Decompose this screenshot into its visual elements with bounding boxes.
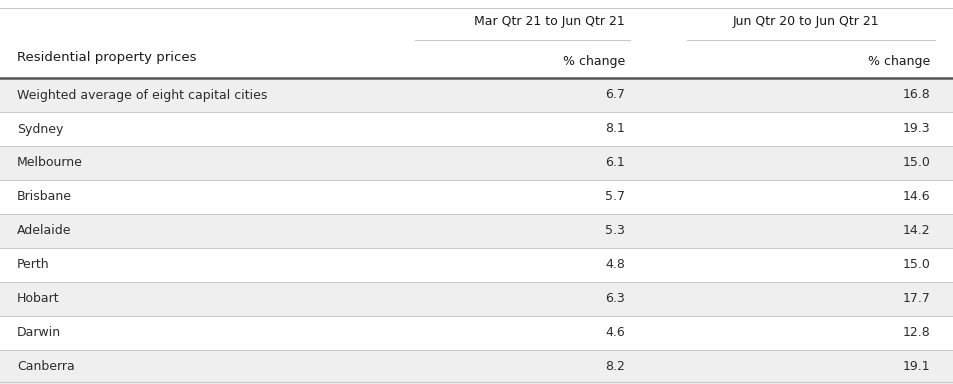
Bar <box>0 180 953 214</box>
Bar <box>0 146 953 180</box>
Text: Sydney: Sydney <box>17 122 64 136</box>
Text: Brisbane: Brisbane <box>17 190 72 204</box>
Bar <box>0 0 953 78</box>
Bar <box>0 350 953 384</box>
Text: Canberra: Canberra <box>17 361 75 374</box>
Text: 14.2: 14.2 <box>902 225 929 237</box>
Text: Melbourne: Melbourne <box>17 157 83 169</box>
Bar <box>0 316 953 350</box>
Text: Jun Qtr 20 to Jun Qtr 21: Jun Qtr 20 to Jun Qtr 21 <box>732 15 879 28</box>
Text: 19.3: 19.3 <box>902 122 929 136</box>
Text: Hobart: Hobart <box>17 293 60 306</box>
Text: 4.6: 4.6 <box>604 326 624 339</box>
Text: 6.3: 6.3 <box>604 293 624 306</box>
Text: 8.2: 8.2 <box>604 361 624 374</box>
Bar <box>0 78 953 112</box>
Text: 12.8: 12.8 <box>902 326 929 339</box>
Text: 4.8: 4.8 <box>604 258 624 271</box>
Text: 15.0: 15.0 <box>902 258 929 271</box>
Text: 8.1: 8.1 <box>604 122 624 136</box>
Text: 6.7: 6.7 <box>604 88 624 101</box>
Text: Perth: Perth <box>17 258 50 271</box>
Text: 15.0: 15.0 <box>902 157 929 169</box>
Text: Residential property prices: Residential property prices <box>17 51 196 65</box>
Text: % change: % change <box>867 56 929 68</box>
Text: 6.1: 6.1 <box>604 157 624 169</box>
Text: 5.7: 5.7 <box>604 190 624 204</box>
Text: 19.1: 19.1 <box>902 361 929 374</box>
Text: 16.8: 16.8 <box>902 88 929 101</box>
Text: % change: % change <box>562 56 624 68</box>
Bar <box>0 282 953 316</box>
Text: Mar Qtr 21 to Jun Qtr 21: Mar Qtr 21 to Jun Qtr 21 <box>474 15 624 28</box>
Text: Darwin: Darwin <box>17 326 61 339</box>
Text: 14.6: 14.6 <box>902 190 929 204</box>
Text: 5.3: 5.3 <box>604 225 624 237</box>
Text: Adelaide: Adelaide <box>17 225 71 237</box>
Bar <box>0 248 953 282</box>
Text: 17.7: 17.7 <box>902 293 929 306</box>
Text: Weighted average of eight capital cities: Weighted average of eight capital cities <box>17 88 267 101</box>
Bar <box>0 112 953 146</box>
Bar <box>0 214 953 248</box>
